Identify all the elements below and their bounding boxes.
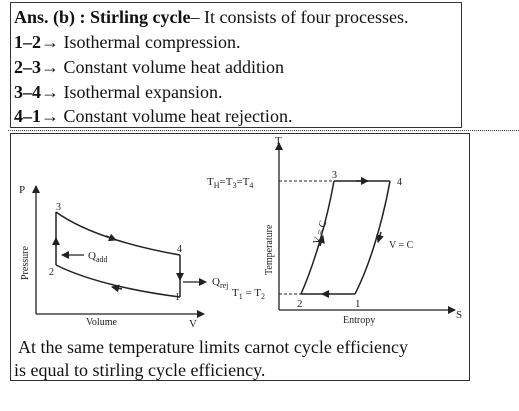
ts-diagram: T S Temperature Entropy TH=T3=T4 T1 = T2… [207,135,462,326]
conclusion-line-1: At the same temperature limits carnot cy… [18,337,408,357]
ts-y-label: Temperature [264,224,275,275]
t-high-label: TH=T3=T4 [207,176,253,190]
ts-const-v-right-label: V = C [389,240,414,251]
pv-x-axis-letter: V [189,318,197,330]
pv-diagram: P V Pressure Volume Qadd Qrej 3 4 1 2 [19,184,228,330]
ts-arrow-left-up [317,235,325,247]
arrow-glyph: → [41,106,59,126]
pv-point-2: 2 [49,267,54,278]
conclusion-text: At the same temperature limits carnot cy… [14,336,408,382]
process-line-3: 3–4→ Isothermal expansion. [14,81,222,103]
conclusion-line-2: is equal to stirling cycle efficiency. [14,360,266,380]
pv-x-label: Volume [86,317,117,328]
q-rej-label: Qrej [212,276,228,290]
process-step: 4–1 [14,106,41,126]
process-desc: Isothermal compression. [63,32,241,52]
pv-point-3: 3 [56,202,61,213]
process-line-4: 4–1→ Constant volume heat rejection. [14,105,292,127]
process-desc: Constant volume heat addition [63,57,284,77]
ts-const-v-4-1 [354,180,391,295]
ts-point-2: 2 [297,298,303,310]
dotted-divider [8,130,519,131]
ts-x-axis-letter: S [456,309,462,321]
answer-box: Ans. (b) : Stirling cycle– It consists o… [10,2,462,128]
pv-y-label: Pressure [20,246,31,280]
process-desc: Constant volume heat rejection. [63,106,293,126]
process-step: 3–4 [14,82,41,102]
arrow-glyph: → [41,82,59,102]
ts-point-4: 4 [397,177,402,188]
process-step: 2–3 [14,57,41,77]
q-add-label: Qadd [88,250,108,264]
ts-point-3: 3 [332,170,337,181]
pv-point-1: 1 [175,292,180,303]
process-line-1: 1–2→ Isothermal compression. [14,31,240,53]
process-desc: Isothermal expansion. [63,82,223,102]
process-line-2: 2–3→ Constant volume heat addition [14,56,284,78]
answer-heading: Ans. (b) : Stirling cycle– It consists o… [14,6,408,28]
figure-box [10,133,470,381]
ts-point-1: 1 [355,298,361,310]
process-step: 1–2 [14,32,41,52]
ts-x-label: Entropy [343,315,375,326]
pv-y-axis-letter: P [19,184,25,196]
arrow-glyph: → [41,32,59,52]
pv-arrow-expansion [105,233,117,242]
pv-arrow-compression [111,284,123,293]
answer-rest: – It consists of four processes. [190,7,409,27]
pv-isotherm-1-2 [55,264,181,298]
arrow-glyph: → [41,57,59,77]
pv-point-4: 4 [177,244,182,255]
answer-prefix: Ans. (b) : Stirling cycle [14,7,191,27]
t-low-label: T1 = T2 [232,287,265,301]
ts-arrow-right-down [376,231,384,243]
pv-isotherm-3-4 [55,211,181,256]
ts-const-v-left-label: V = C [311,219,329,246]
ts-y-axis-letter: T [275,135,282,147]
